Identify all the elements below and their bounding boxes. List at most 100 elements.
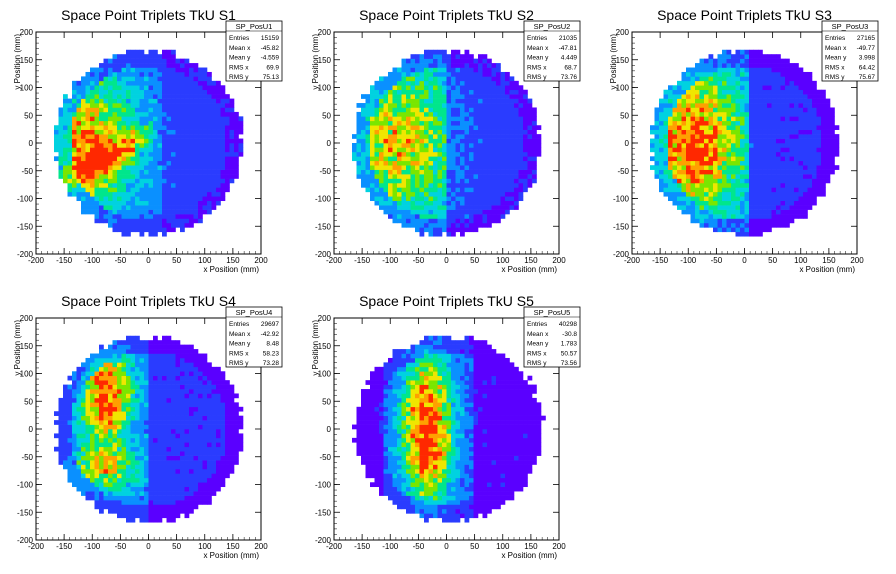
heatmap-cell	[532, 129, 537, 135]
heatmap-cell	[681, 103, 687, 108]
heatmap-cell	[397, 125, 402, 130]
heatmap-cell	[388, 138, 393, 144]
heatmap-cell	[121, 85, 127, 91]
heatmap-cell	[130, 120, 136, 126]
heatmap-cell	[478, 111, 483, 117]
heatmap-cell	[690, 125, 696, 130]
heatmap-cell	[722, 94, 727, 99]
heatmap-cell	[121, 58, 127, 64]
heatmap-cell	[189, 214, 194, 219]
heatmap-cell	[374, 116, 380, 122]
heatmap-cell	[117, 151, 122, 157]
heatmap-cell	[807, 129, 813, 135]
heatmap-cell	[76, 103, 82, 108]
heatmap-cell	[121, 147, 127, 153]
heatmap-cell	[451, 147, 456, 153]
heatmap-cell	[157, 182, 163, 188]
heatmap-cell	[90, 89, 95, 95]
heatmap-cell	[816, 147, 822, 153]
heatmap-cell	[776, 58, 781, 64]
heatmap-cell	[789, 178, 795, 184]
stats-row-label: RMS x	[825, 64, 845, 71]
heatmap-cell	[72, 147, 77, 153]
heatmap-cell	[771, 76, 777, 82]
heatmap-cell	[433, 147, 438, 153]
heatmap-cell	[812, 151, 817, 157]
heatmap-cell	[735, 156, 741, 162]
heatmap-cell	[126, 191, 131, 197]
heatmap-cell	[744, 200, 750, 206]
heatmap-cell	[117, 63, 122, 68]
heatmap-cell	[762, 227, 768, 233]
heatmap-cell	[184, 103, 190, 108]
heatmap-cell	[514, 125, 519, 130]
heatmap-cell	[211, 134, 217, 139]
heatmap-cell	[117, 196, 122, 202]
heatmap-cell	[794, 209, 799, 215]
heatmap-cell	[473, 103, 479, 108]
heatmap-cell	[162, 49, 167, 55]
heatmap-cell	[672, 129, 678, 135]
heatmap-cell	[455, 196, 461, 202]
heatmap-cell	[816, 151, 822, 157]
heatmap-cell	[753, 156, 759, 162]
heatmap-cell	[677, 80, 682, 86]
heatmap-cell	[99, 71, 104, 77]
heatmap-cell	[202, 129, 208, 135]
heatmap-cell	[94, 482, 100, 488]
heatmap-cell	[487, 143, 492, 148]
heatmap-cell	[415, 125, 420, 130]
heatmap-cell	[207, 85, 212, 91]
heatmap-cell	[478, 174, 483, 179]
heatmap-cell	[379, 94, 384, 99]
heatmap-cell	[148, 85, 154, 91]
heatmap-cell	[785, 182, 790, 188]
heatmap-cell	[153, 138, 158, 144]
heatmap-cell	[713, 227, 718, 233]
heatmap-cell	[388, 129, 393, 135]
heatmap-cell	[189, 85, 194, 91]
heatmap-cell	[491, 134, 497, 139]
heatmap-cell	[94, 218, 100, 224]
heatmap-cell	[731, 89, 736, 95]
heatmap-cell	[807, 80, 813, 86]
histogram-panel-1: Space Point Triplets TkU S1-200 -150 -100-…	[13, 7, 283, 274]
heatmap-cell	[126, 231, 131, 237]
heatmap-cell	[108, 151, 113, 157]
heatmap-cell	[184, 187, 190, 193]
heatmap-cell	[695, 191, 700, 197]
heatmap-cell	[740, 227, 745, 233]
heatmap-cell	[532, 116, 537, 122]
heatmap-cell	[63, 402, 68, 408]
heatmap-cell	[121, 111, 127, 117]
heatmap-cell	[361, 94, 366, 99]
heatmap-cell	[753, 67, 759, 73]
heatmap-cell	[81, 371, 86, 377]
heatmap-cell	[361, 134, 366, 139]
heatmap-cell	[162, 103, 167, 108]
heatmap-cell	[189, 103, 194, 108]
heatmap-cell	[410, 116, 416, 122]
heatmap-cell	[148, 147, 154, 153]
heatmap-cell	[731, 182, 736, 188]
heatmap-cell	[789, 182, 795, 188]
heatmap-cell	[383, 89, 389, 95]
heatmap-cell	[482, 156, 488, 162]
heatmap-cell	[496, 111, 501, 117]
heatmap-cell	[392, 160, 398, 166]
heatmap-cell	[816, 182, 822, 188]
heatmap-cell	[794, 138, 799, 144]
heatmap-cell	[153, 222, 158, 228]
heatmap-cell	[686, 98, 691, 104]
heatmap-cell	[99, 182, 104, 188]
heatmap-cell	[90, 116, 95, 122]
heatmap-cell	[211, 165, 217, 170]
heatmap-cell	[722, 76, 727, 82]
heatmap-cell	[63, 103, 68, 108]
heatmap-cell	[681, 151, 687, 157]
heatmap-cell	[166, 209, 172, 215]
heatmap-cell	[365, 116, 371, 122]
heatmap-cell	[713, 151, 718, 157]
heatmap-cell	[63, 116, 68, 122]
heatmap-cell	[198, 89, 203, 95]
